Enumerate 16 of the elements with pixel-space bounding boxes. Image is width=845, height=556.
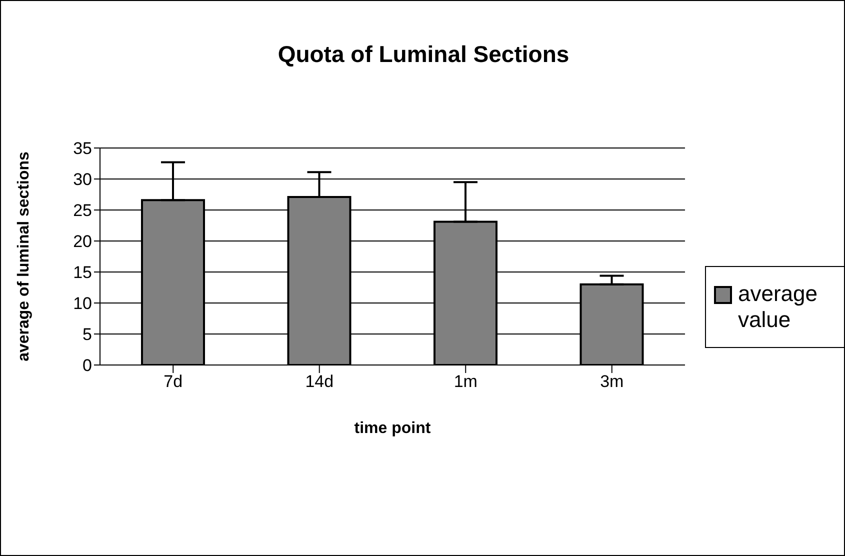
- x-tick-label: 1m: [454, 372, 478, 392]
- x-tick-label: 7d: [164, 372, 183, 392]
- y-tick-label: 20: [73, 232, 92, 252]
- y-tick-label: 35: [73, 139, 92, 158]
- y-tick-label: 5: [82, 325, 92, 344]
- chart-title: Quota of Luminal Sections: [276, 41, 570, 68]
- y-axis-title: average of luminal sections: [16, 151, 33, 362]
- y-tick-label: 0: [82, 356, 92, 376]
- legend-label: average value: [738, 281, 819, 333]
- y-tick-label: 10: [73, 294, 92, 314]
- x-tick-label: 3m: [600, 372, 624, 392]
- y-tick-label: 30: [73, 170, 92, 190]
- y-tick-label: 25: [73, 201, 92, 220]
- x-axis-title: time point: [354, 420, 432, 437]
- y-tick-label: 15: [73, 263, 92, 282]
- x-tick-label: 14d: [305, 372, 334, 392]
